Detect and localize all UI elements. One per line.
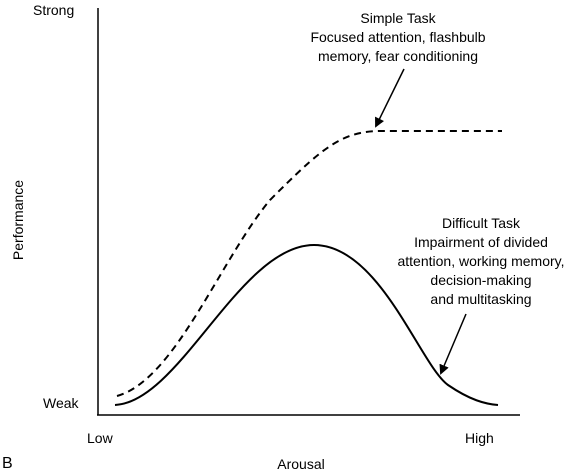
x-axis-high-label: High [465,430,494,446]
difficult-task-desc-line-2: attention, working memory, [397,253,564,269]
difficult-task-title: Difficult Task [442,215,521,231]
simple-task-title: Simple Task [360,10,436,26]
y-axis-bottom-label: Weak [43,395,80,411]
difficult-task-desc-line-1: Impairment of divided [414,234,548,250]
simple-task-curve [116,130,502,397]
simple-task-desc-line-1: Focused attention, flashbulb [310,29,485,45]
difficult-task-desc-line-4: and multitasking [430,291,531,307]
difficult-task-arrow [439,313,467,375]
simple-task-desc-line-2: memory, fear conditioning [318,48,478,64]
y-axis-top-label: Strong [33,2,74,18]
x-axis-title: Arousal [277,456,324,472]
y-axis-title: Performance [10,180,26,260]
simple-task-arrow [375,68,405,128]
difficult-task-desc-line-3: decision-making [430,272,531,288]
panel-label: B [2,455,13,472]
x-axis-low-label: Low [87,430,114,446]
difficult-task-curve [114,243,499,406]
